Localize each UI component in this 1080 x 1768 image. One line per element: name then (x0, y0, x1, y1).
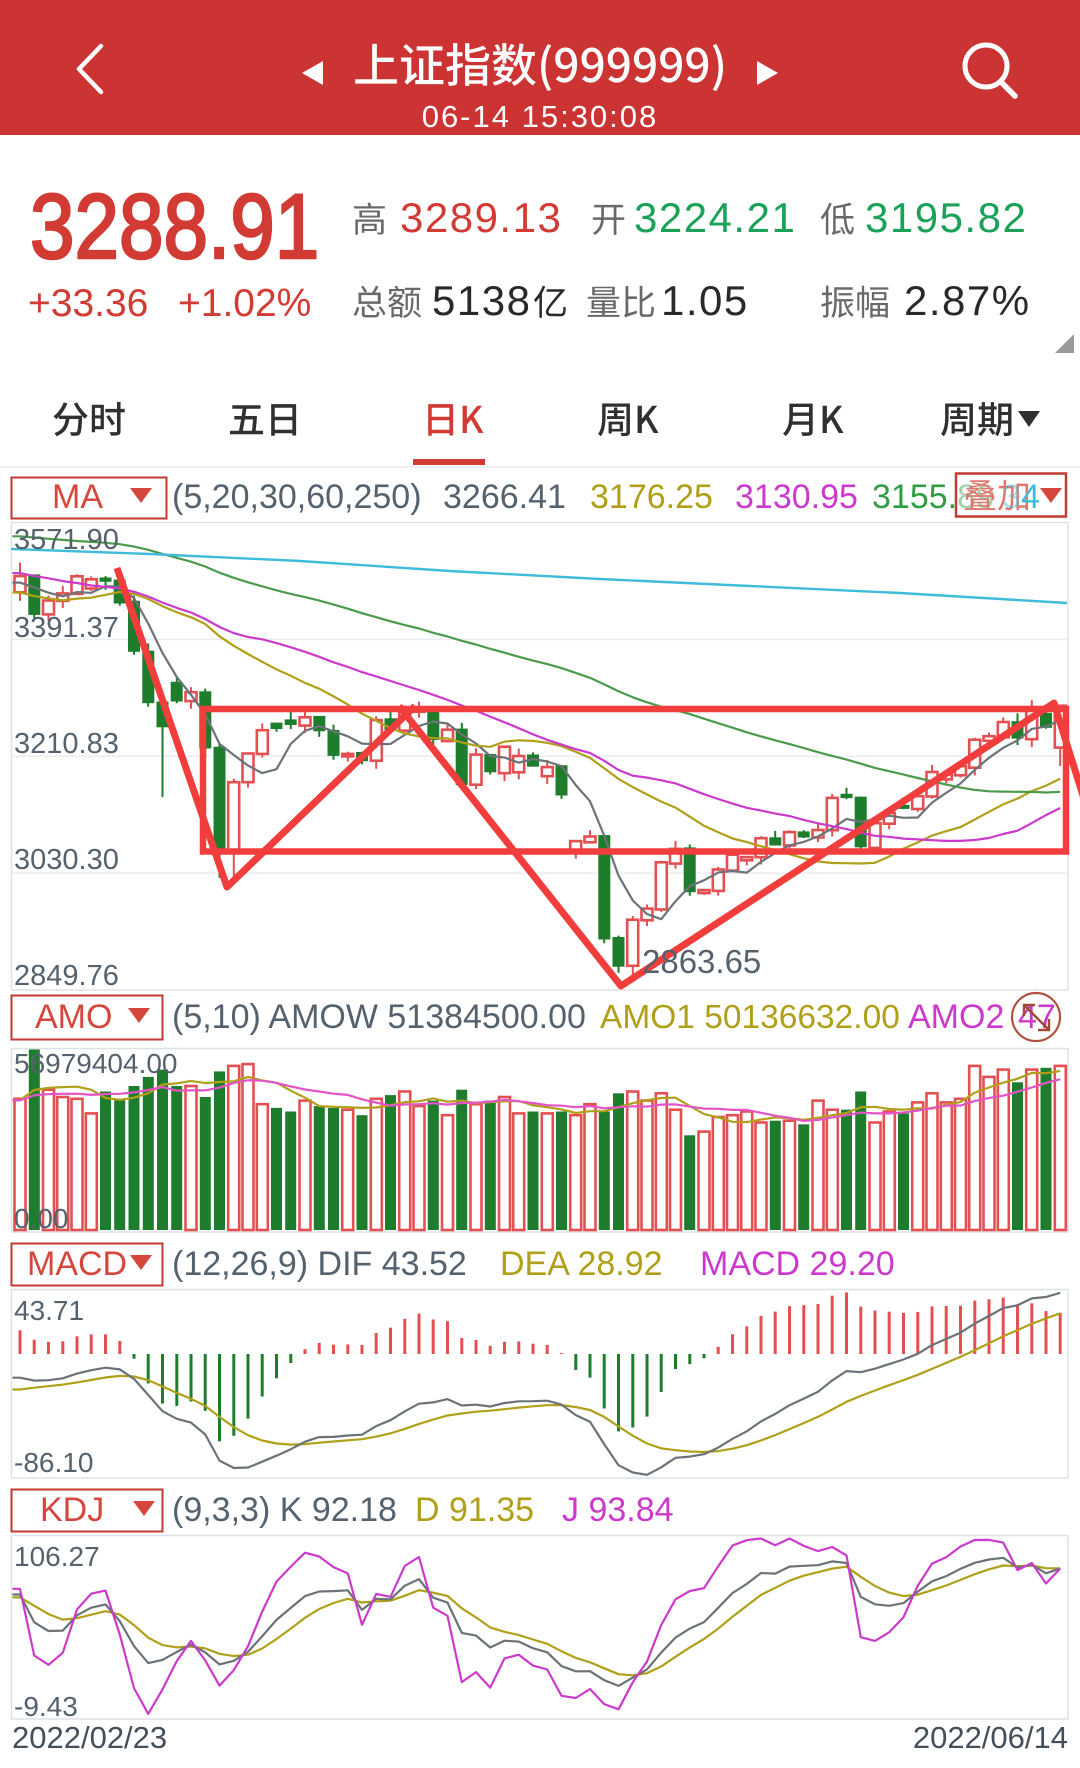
svg-text:3289.13: 3289.13 (400, 194, 562, 241)
svg-text:-86.10: -86.10 (14, 1447, 93, 1478)
svg-text:MA: MA (52, 478, 103, 516)
svg-text:3: 3 (1002, 478, 1021, 516)
svg-text:(9,3,3) K 92.18: (9,3,3) K 92.18 (172, 1491, 397, 1529)
svg-text:2849.76: 2849.76 (14, 960, 119, 992)
svg-text:3030.30: 3030.30 (14, 844, 119, 876)
svg-text:2863.65: 2863.65 (642, 943, 761, 980)
svg-text:4: 4 (1021, 478, 1040, 516)
svg-text:3210.83: 3210.83 (14, 728, 119, 760)
svg-text:DEA 28.92: DEA 28.92 (500, 1245, 663, 1283)
svg-text:J 93.84: J 93.84 (562, 1491, 674, 1529)
svg-text:3195.82: 3195.82 (865, 194, 1027, 241)
svg-text:3391.37: 3391.37 (14, 612, 119, 644)
svg-text:3266.41: 3266.41 (443, 478, 566, 516)
svg-text:AMO: AMO (35, 998, 112, 1036)
svg-text:43.71: 43.71 (14, 1295, 84, 1326)
svg-text:2022/06/14: 2022/06/14 (913, 1720, 1068, 1755)
svg-text:1.05: 1.05 (661, 277, 749, 324)
svg-text:AMO1 50136632.00: AMO1 50136632.00 (600, 999, 900, 1036)
svg-text:06-14 15:30:08: 06-14 15:30:08 (422, 99, 659, 134)
svg-text:0.00: 0.00 (14, 1203, 69, 1234)
svg-text:-9.43: -9.43 (14, 1691, 78, 1722)
svg-text:MACD: MACD (27, 1245, 127, 1283)
svg-text:2.87%: 2.87% (904, 277, 1031, 324)
svg-text:2022/02/23: 2022/02/23 (12, 1720, 167, 1755)
svg-text:3176.25: 3176.25 (590, 478, 713, 516)
svg-text:56979404.00: 56979404.00 (14, 1048, 178, 1079)
svg-text:3130.95: 3130.95 (735, 478, 858, 516)
svg-text:KDJ: KDJ (40, 1491, 104, 1529)
svg-text:(12,26,9) DIF 43.52: (12,26,9) DIF 43.52 (172, 1245, 467, 1283)
svg-text:(5,20,30,60,250): (5,20,30,60,250) (172, 478, 422, 516)
svg-text:+33.36: +33.36 (28, 282, 148, 325)
svg-text:5138: 5138 (432, 277, 531, 324)
svg-text:MACD 29.20: MACD 29.20 (700, 1245, 895, 1283)
svg-text:3288.91: 3288.91 (30, 176, 319, 278)
svg-text:(5,10) AMOW 51384500.00: (5,10) AMOW 51384500.00 (172, 998, 586, 1036)
svg-text:D 91.35: D 91.35 (415, 1491, 534, 1529)
svg-text:AMO2: AMO2 (908, 998, 1004, 1036)
svg-text:3224.21: 3224.21 (634, 194, 796, 241)
svg-text:+1.02%: +1.02% (178, 282, 311, 325)
svg-text:106.27: 106.27 (14, 1541, 100, 1572)
svg-text:3571.90: 3571.90 (14, 524, 119, 556)
